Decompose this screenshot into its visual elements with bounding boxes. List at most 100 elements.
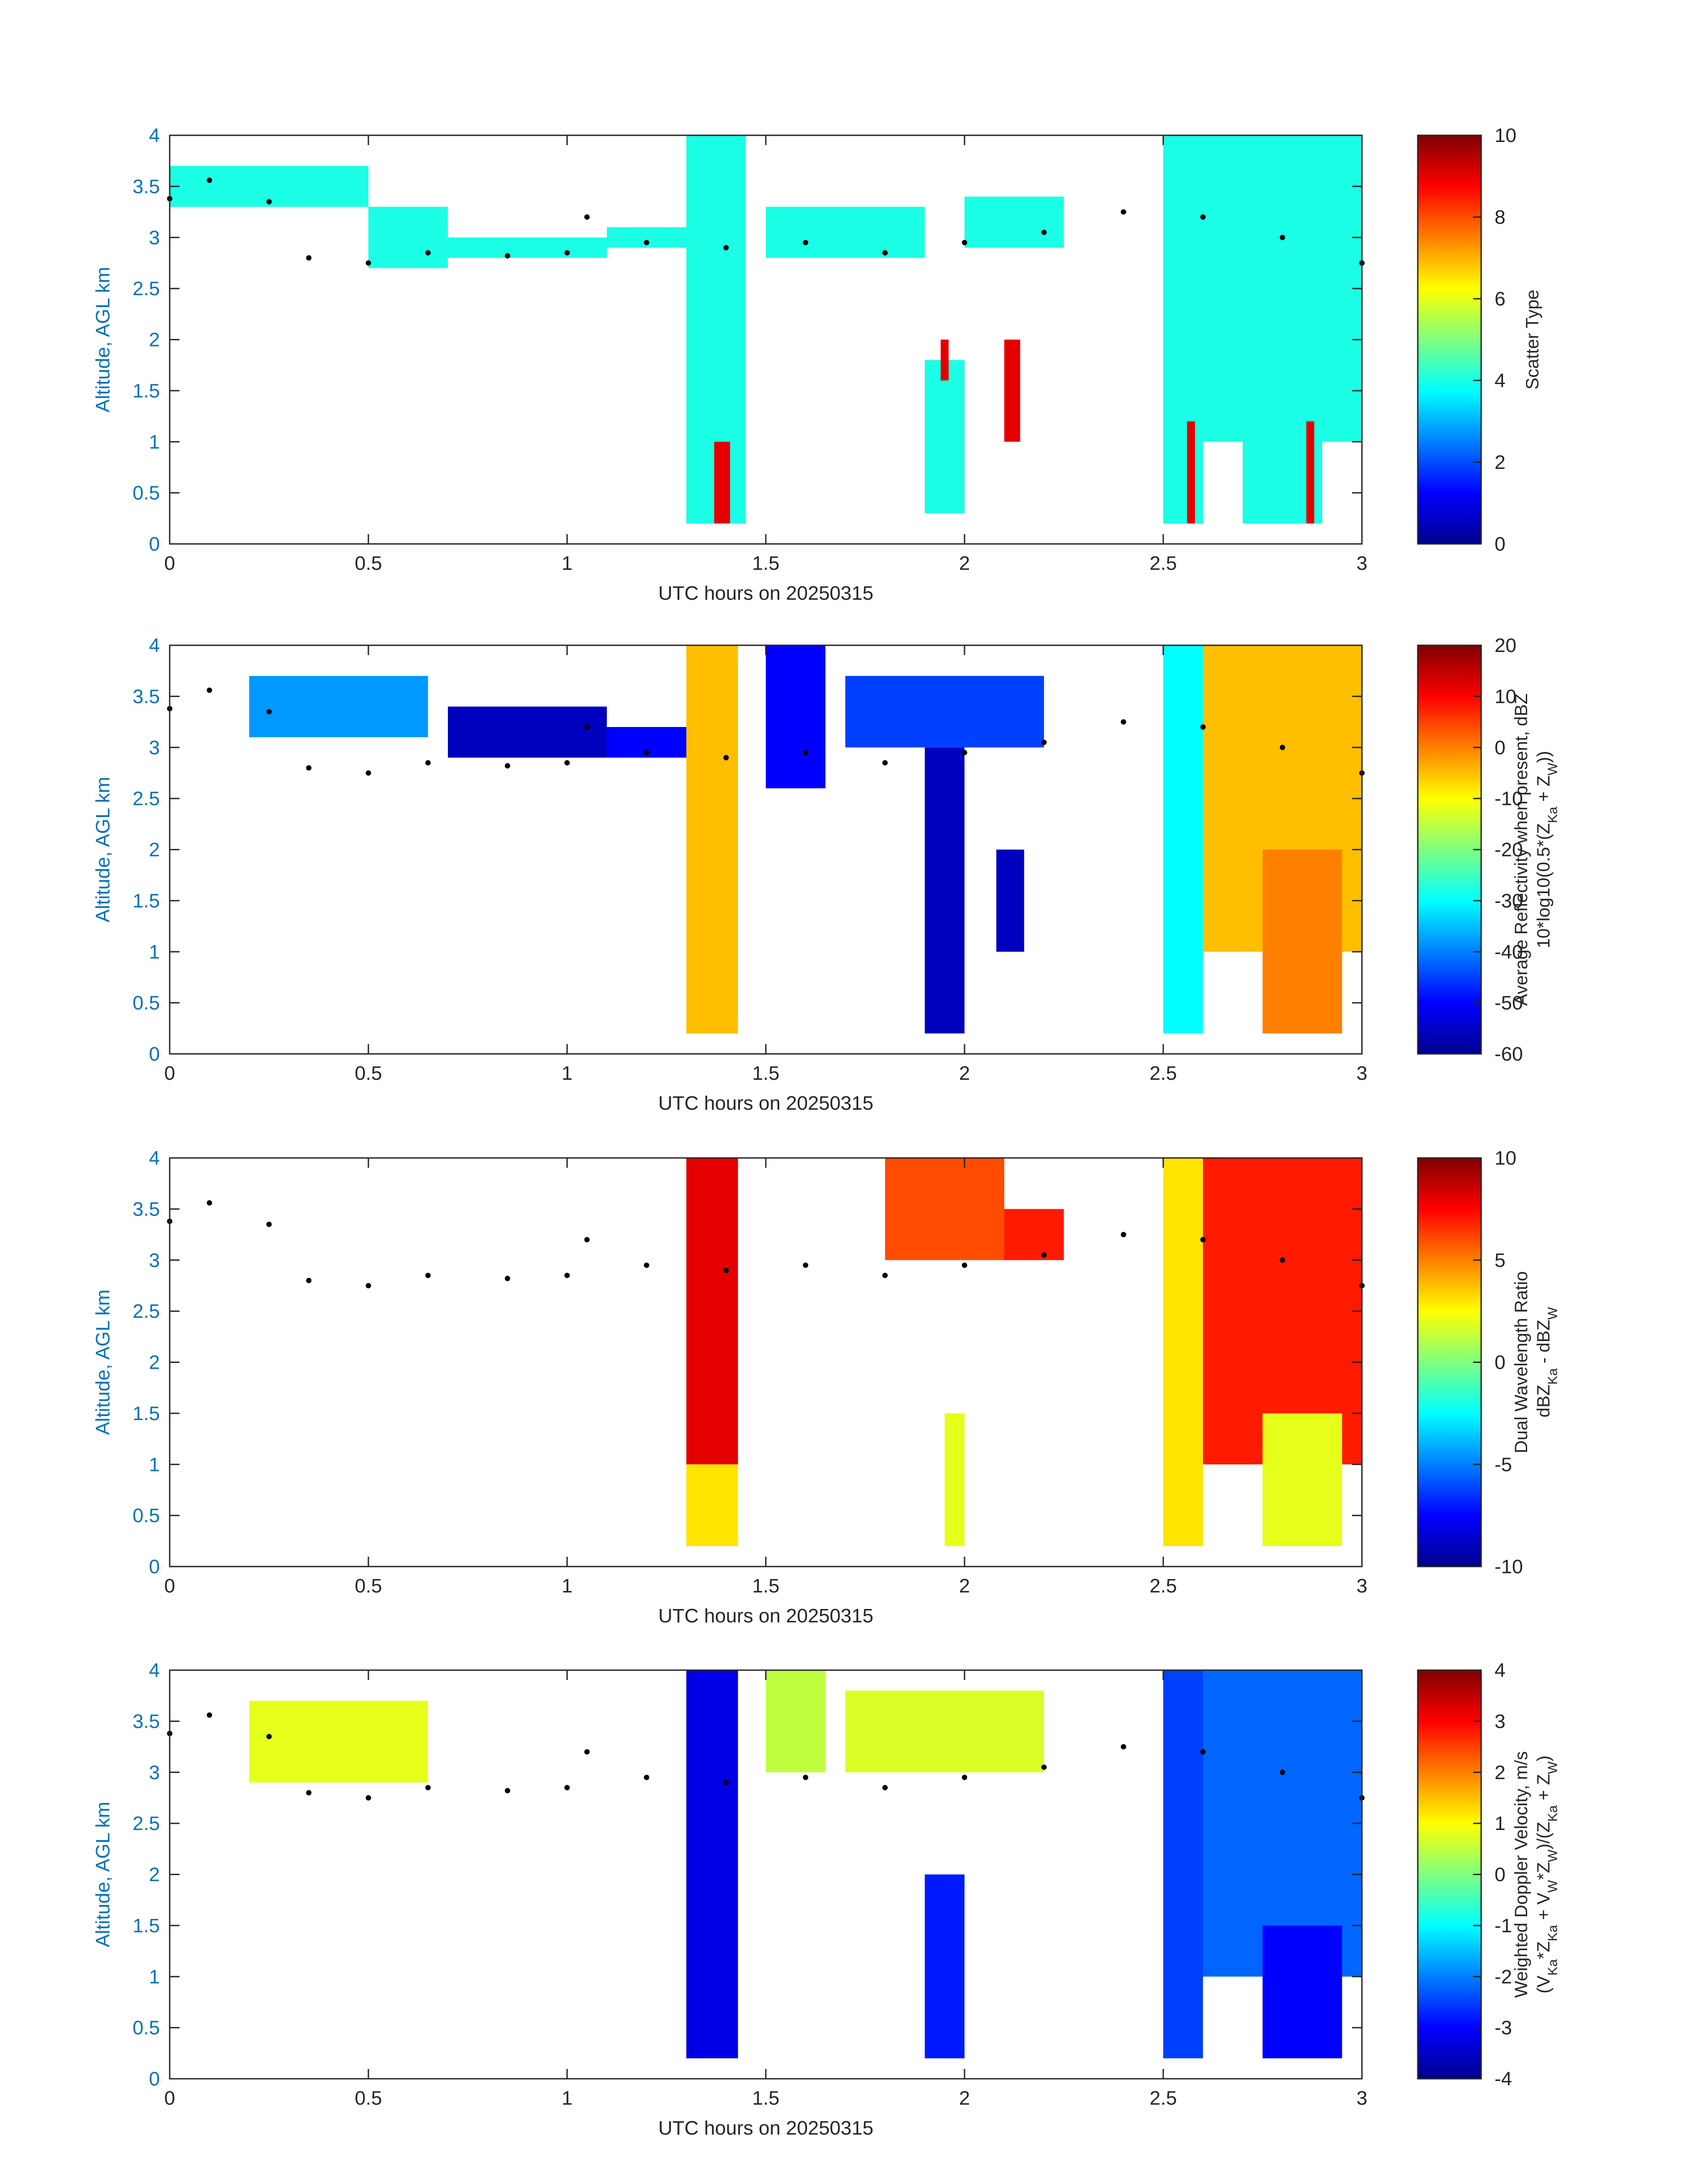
- panel-4: 0 0.5 1 1.5 2 2.5 3 0 0.5 1 1.5 2 2.5 3 3.5 4 UTC hours …: [92, 1659, 1560, 2139]
- x-tick-label: 0: [164, 2087, 175, 2109]
- data-cell-7: [925, 747, 965, 1034]
- colorbar-label-line-1: Average Reflectivity when present, dBZ: [1512, 694, 1531, 1006]
- data-cell-4: [845, 1690, 1044, 1772]
- x-tick-label: 2: [959, 1062, 970, 1084]
- x-tick-label: 0: [164, 552, 175, 574]
- colorbar-tick-label: -30: [1495, 890, 1523, 912]
- y-tick-label: 2.5: [133, 1813, 160, 1834]
- cloud-top-marker: [425, 1785, 431, 1791]
- cloud-top-marker: [1280, 234, 1285, 240]
- data-cell-15: [1187, 421, 1195, 524]
- data-cell-8: [996, 849, 1024, 952]
- cloud-top-marker: [425, 250, 431, 256]
- cloud-top-marker: [1121, 1232, 1126, 1237]
- x-tick-label: 2.5: [1149, 1062, 1177, 1084]
- data-cell-3: [766, 1670, 826, 1772]
- cloud-top-marker: [1121, 719, 1126, 725]
- colorbar-label-line-2: (VKa*ZKa + VW*ZW)/(ZKa + ZW): [1534, 1755, 1560, 1993]
- cloud-top-marker: [1041, 1252, 1047, 1258]
- cloud-top-marker: [366, 1795, 371, 1801]
- colorbar-label-line-2: 10*log10(0.5*(ZKa + ZW)): [1534, 751, 1560, 949]
- cloud-top-marker: [584, 724, 590, 730]
- y-tick-label: 2: [149, 1864, 160, 1886]
- panel-2: 0 0.5 1 1.5 2 2.5 3 0 0.5 1 1.5 2 2.5 3 3.5 4 UTC hours …: [92, 635, 1560, 1114]
- colorbar-tick-label: -40: [1495, 941, 1523, 963]
- y-tick-label: 0: [149, 1556, 160, 1578]
- x-tick-label: 2.5: [1149, 1575, 1177, 1597]
- data-cell-3: [885, 1158, 1004, 1260]
- x-tick-label: 1.5: [752, 552, 779, 574]
- cloud-top-marker: [1041, 740, 1047, 745]
- cloud-top-marker: [1121, 209, 1126, 215]
- cloud-top-marker: [306, 765, 312, 771]
- y-tick-label: 1: [149, 1454, 160, 1475]
- y-axis-label: Altitude, AGL km: [92, 1289, 114, 1435]
- y-tick-label: 4: [149, 125, 160, 146]
- colorbar-tick-label: 2: [1495, 1762, 1505, 1784]
- colorbar-tick-label: 2: [1495, 451, 1505, 473]
- y-axis-label: Altitude, AGL km: [92, 777, 114, 922]
- y-tick-label: 1: [149, 941, 160, 963]
- cloud-top-marker: [644, 240, 649, 246]
- cloud-top-marker: [962, 1775, 967, 1780]
- data-cell-6: [1163, 1158, 1203, 1546]
- colorbar-tick-label: -1: [1495, 1915, 1512, 1937]
- data-cell-4: [1004, 1209, 1064, 1260]
- colorbar: [1417, 1157, 1482, 1567]
- cloud-top-marker: [1041, 230, 1047, 235]
- data-cell-9: [1163, 135, 1203, 524]
- colorbar-tick-label: 0: [1495, 737, 1505, 759]
- cloud-top-marker: [366, 1283, 371, 1288]
- colorbar-tick-label: 0: [1495, 1864, 1505, 1886]
- y-axis-label: Altitude, AGL km: [92, 267, 114, 412]
- cloud-top-marker: [564, 760, 570, 766]
- y-axis-label: Altitude, AGL km: [92, 1801, 114, 1947]
- y-tick-label: 2.5: [133, 1300, 160, 1322]
- cloud-top-marker: [644, 750, 649, 756]
- cloud-top-marker: [266, 1221, 272, 1227]
- cloud-top-marker: [505, 1275, 510, 1281]
- y-tick-label: 0.5: [133, 482, 160, 504]
- cloud-top-marker: [564, 1785, 570, 1791]
- x-tick-label: 1: [562, 1062, 572, 1084]
- cloud-top-marker: [1200, 1237, 1206, 1242]
- data-cell-8: [1262, 1925, 1342, 2059]
- x-tick-label: 1: [562, 552, 572, 574]
- y-tick-label: 3: [149, 1762, 160, 1784]
- colorbar-label-line-1: Weighted Doppler Velocity, m/s: [1512, 1751, 1531, 1997]
- colorbar-tick-label: -60: [1495, 1043, 1523, 1065]
- colorbar-tick-label: 10: [1495, 1147, 1516, 1169]
- cloud-top-marker: [723, 1780, 729, 1785]
- cloud-top-marker: [425, 760, 431, 766]
- x-tick-label: 1: [562, 2087, 572, 2109]
- cloud-top-marker: [1041, 1764, 1047, 1770]
- colorbar-tick-label: 3: [1495, 1710, 1505, 1732]
- cloud-top-marker: [584, 1237, 590, 1242]
- x-tick-label: 2: [959, 1575, 970, 1597]
- cloud-top-marker: [207, 687, 212, 693]
- y-tick-label: 0.5: [133, 992, 160, 1014]
- colorbar-tick-label: 20: [1495, 635, 1516, 656]
- x-tick-label: 3: [1357, 1575, 1367, 1597]
- cloud-top-marker: [505, 763, 510, 769]
- colorbar-label-line-1: Scatter Type: [1523, 290, 1542, 390]
- x-tick-label: 0.5: [355, 2087, 382, 2109]
- data-cell-2: [686, 1464, 738, 1546]
- colorbar-tick-label: -3: [1495, 2017, 1512, 2039]
- x-tick-label: 2: [959, 2087, 970, 2109]
- x-tick-label: 3: [1357, 2087, 1367, 2109]
- cloud-top-marker: [882, 250, 888, 256]
- colorbar: [1417, 644, 1482, 1055]
- cloud-top-marker: [803, 1775, 808, 1780]
- y-tick-label: 3.5: [133, 685, 160, 707]
- y-tick-label: 2: [149, 1352, 160, 1374]
- data-cell-1: [249, 676, 428, 737]
- x-tick-label: 0.5: [355, 552, 382, 574]
- x-axis-label: UTC hours on 20250315: [658, 582, 873, 604]
- y-tick-label: 1.5: [133, 890, 160, 912]
- data-cell-3: [448, 237, 607, 258]
- data-cell-8: [965, 196, 1064, 248]
- cloud-top-marker: [505, 1788, 510, 1793]
- data-cell-16: [1306, 421, 1315, 524]
- cloud-top-marker: [564, 250, 570, 256]
